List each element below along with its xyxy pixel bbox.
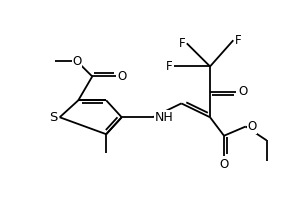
Text: S: S [49, 111, 57, 124]
Text: O: O [72, 55, 81, 68]
Text: O: O [118, 70, 127, 83]
Text: F: F [179, 37, 185, 50]
Text: F: F [235, 34, 241, 47]
Text: O: O [247, 120, 257, 133]
Text: O: O [219, 158, 229, 171]
Text: F: F [165, 60, 172, 73]
Text: O: O [238, 85, 247, 98]
Text: NH: NH [155, 111, 174, 124]
